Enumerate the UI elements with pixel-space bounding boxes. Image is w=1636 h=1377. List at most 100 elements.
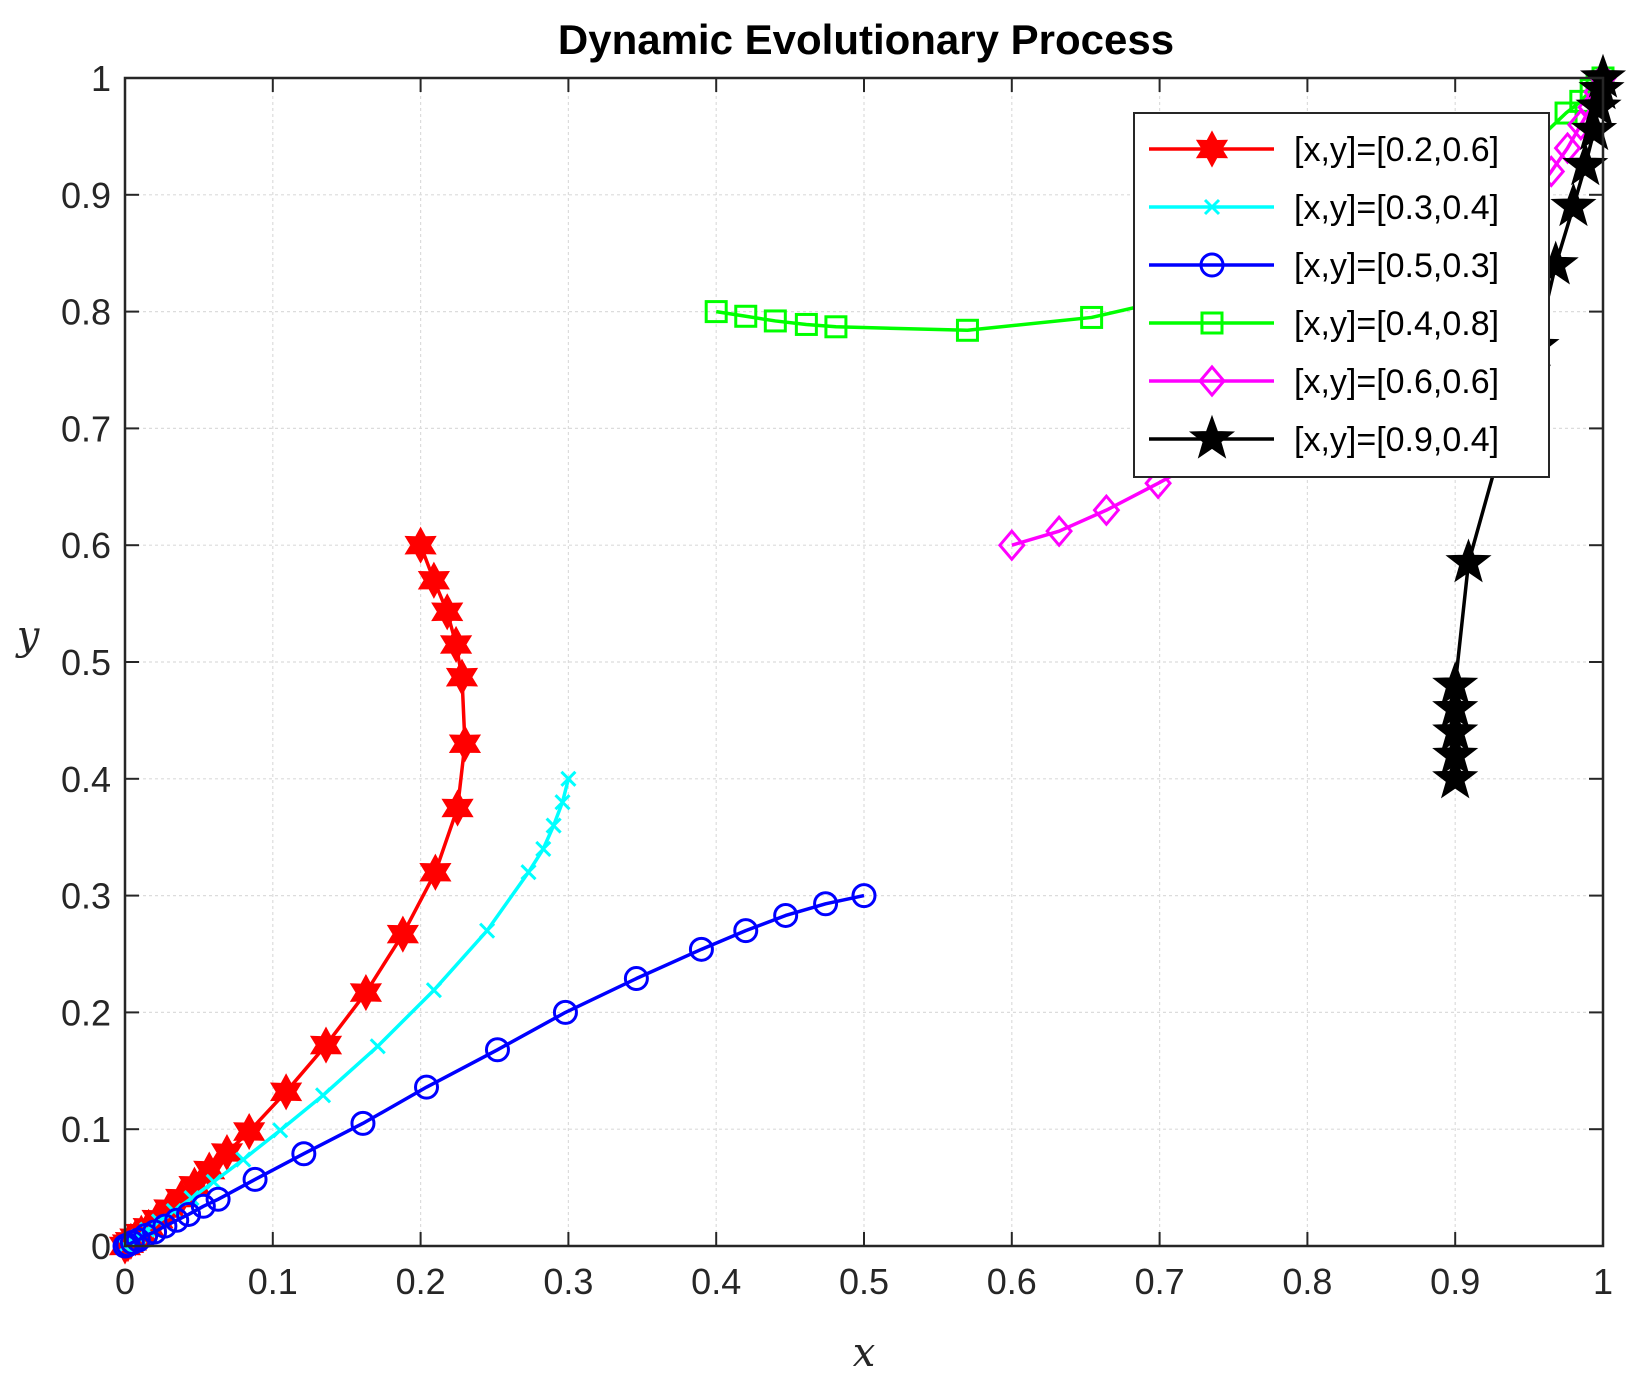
pentagram-marker (1432, 661, 1479, 705)
circle-marker (552, 999, 578, 1025)
x-marker (1203, 198, 1221, 216)
pentagram-marker (1432, 684, 1479, 729)
pentagram-marker (1550, 182, 1597, 227)
x-marker (205, 1173, 222, 1190)
x-tick-label: 0.7 (1135, 1261, 1185, 1302)
circle-marker (623, 966, 649, 992)
x-marker (535, 840, 552, 857)
square-marker (1200, 311, 1224, 335)
x-marker-stroke (479, 922, 496, 939)
square-marker (794, 312, 818, 336)
circle-marker (813, 891, 839, 917)
hexagram-marker (439, 625, 473, 664)
hexagram-marker (441, 789, 474, 827)
hexagram-marker (404, 526, 437, 564)
circle-marker (851, 883, 877, 909)
x-tick-label: 0.6 (987, 1261, 1037, 1302)
x-marker (425, 982, 442, 999)
pentagram-marker (1432, 707, 1479, 752)
hexagram-marker (431, 593, 464, 631)
y-tick-label: 0.2 (61, 992, 111, 1033)
x-tick-label: 1 (1593, 1261, 1613, 1302)
circle-marker (773, 902, 799, 928)
x-marker-stroke (535, 840, 552, 857)
hexagram-marker (417, 561, 450, 599)
x-marker-stroke (545, 817, 562, 834)
circle-marker (484, 1037, 510, 1063)
x-tick-label: 0.9 (1430, 1261, 1480, 1302)
pentagram-marker (1445, 538, 1492, 583)
y-tick-label: 0.3 (61, 876, 111, 917)
square-marker (1080, 305, 1104, 329)
x-marker-stroke (235, 1151, 252, 1168)
hexagram-marker (445, 658, 479, 696)
x-marker (479, 922, 496, 939)
x-tick-label: 0.1 (248, 1261, 298, 1302)
x-tick-label: 0.3 (543, 1261, 593, 1302)
x-marker-stroke (520, 864, 537, 881)
square-marker (1554, 101, 1578, 125)
y-axis-label: y (15, 613, 41, 659)
circle-marker (164, 1207, 190, 1233)
diamond-marker (1045, 514, 1073, 548)
hexagram-marker (1195, 130, 1229, 168)
diamond-marker (1144, 466, 1172, 500)
circle-marker (414, 1074, 440, 1100)
y-tick-label: 1 (91, 58, 111, 99)
x-marker (560, 770, 577, 787)
pentagram-marker (1432, 754, 1479, 799)
diamond-marker (1092, 493, 1121, 527)
hexagram-marker (349, 973, 383, 1012)
y-tick-label: 0.6 (61, 525, 111, 566)
legend-box (1133, 112, 1550, 478)
circle-marker (176, 1201, 202, 1227)
y-tick-label: 0.7 (61, 408, 111, 449)
pentagram-marker (1562, 141, 1609, 186)
y-tick-label: 0.5 (61, 642, 111, 683)
circle-marker (733, 918, 759, 944)
y-tick-label: 0.4 (61, 759, 111, 800)
circle-marker (291, 1141, 317, 1167)
x-marker (314, 1087, 332, 1104)
legend-label: [x,y]=[0.3,0.4] (1294, 189, 1499, 227)
legend-item: [x,y]=[0.5,0.3] (1149, 247, 1499, 285)
x-tick-label: 0.5 (839, 1261, 889, 1302)
circle-marker (1199, 252, 1225, 278)
legend: [x,y]=[0.2,0.6] [x,y]=[0.3,0.4] [x,y]=[0.5… (1133, 112, 1550, 478)
square-marker (824, 315, 848, 339)
diamond-marker (1198, 364, 1226, 398)
legend-item: [x,y]=[0.3,0.4] (1149, 189, 1499, 227)
x-marker-stroke (425, 982, 442, 999)
circle-marker (242, 1166, 268, 1192)
pentagram-marker (1575, 82, 1622, 127)
hexagram-marker (210, 1133, 244, 1172)
hexagram-marker (448, 725, 482, 763)
x-marker-stroke (560, 770, 577, 787)
x-marker (554, 794, 571, 811)
legend-item: [x,y]=[0.4,0.8] (1149, 305, 1499, 343)
chart-title: Dynamic Evolutionary Process (558, 16, 1174, 63)
legend-item: [x,y]=[0.9,0.4] (1149, 414, 1499, 459)
y-tick-label: 0.1 (61, 1109, 111, 1150)
x-marker (545, 817, 562, 834)
y-tick-label: 0.8 (61, 292, 111, 333)
circle-marker (688, 936, 714, 962)
hexagram-marker (233, 1112, 266, 1151)
x-tick-label: 0.8 (1282, 1261, 1332, 1302)
legend-label: [x,y]=[0.9,0.4] (1294, 421, 1499, 459)
series-2 (116, 770, 577, 1255)
square-marker (704, 300, 728, 324)
x-marker-stroke (1203, 198, 1221, 216)
x-marker-stroke (369, 1038, 386, 1055)
legend-label: [x,y]=[0.6,0.6] (1294, 363, 1499, 401)
x-marker (272, 1122, 289, 1139)
x-marker (520, 864, 537, 881)
pentagram-marker (1188, 414, 1236, 459)
legend-item: [x,y]=[0.2,0.6] (1149, 130, 1499, 169)
hexagram-marker (386, 915, 419, 953)
x-tick-label: 0.2 (396, 1261, 446, 1302)
circle-marker (190, 1193, 216, 1219)
square-marker (763, 309, 787, 333)
square-marker (734, 304, 758, 328)
